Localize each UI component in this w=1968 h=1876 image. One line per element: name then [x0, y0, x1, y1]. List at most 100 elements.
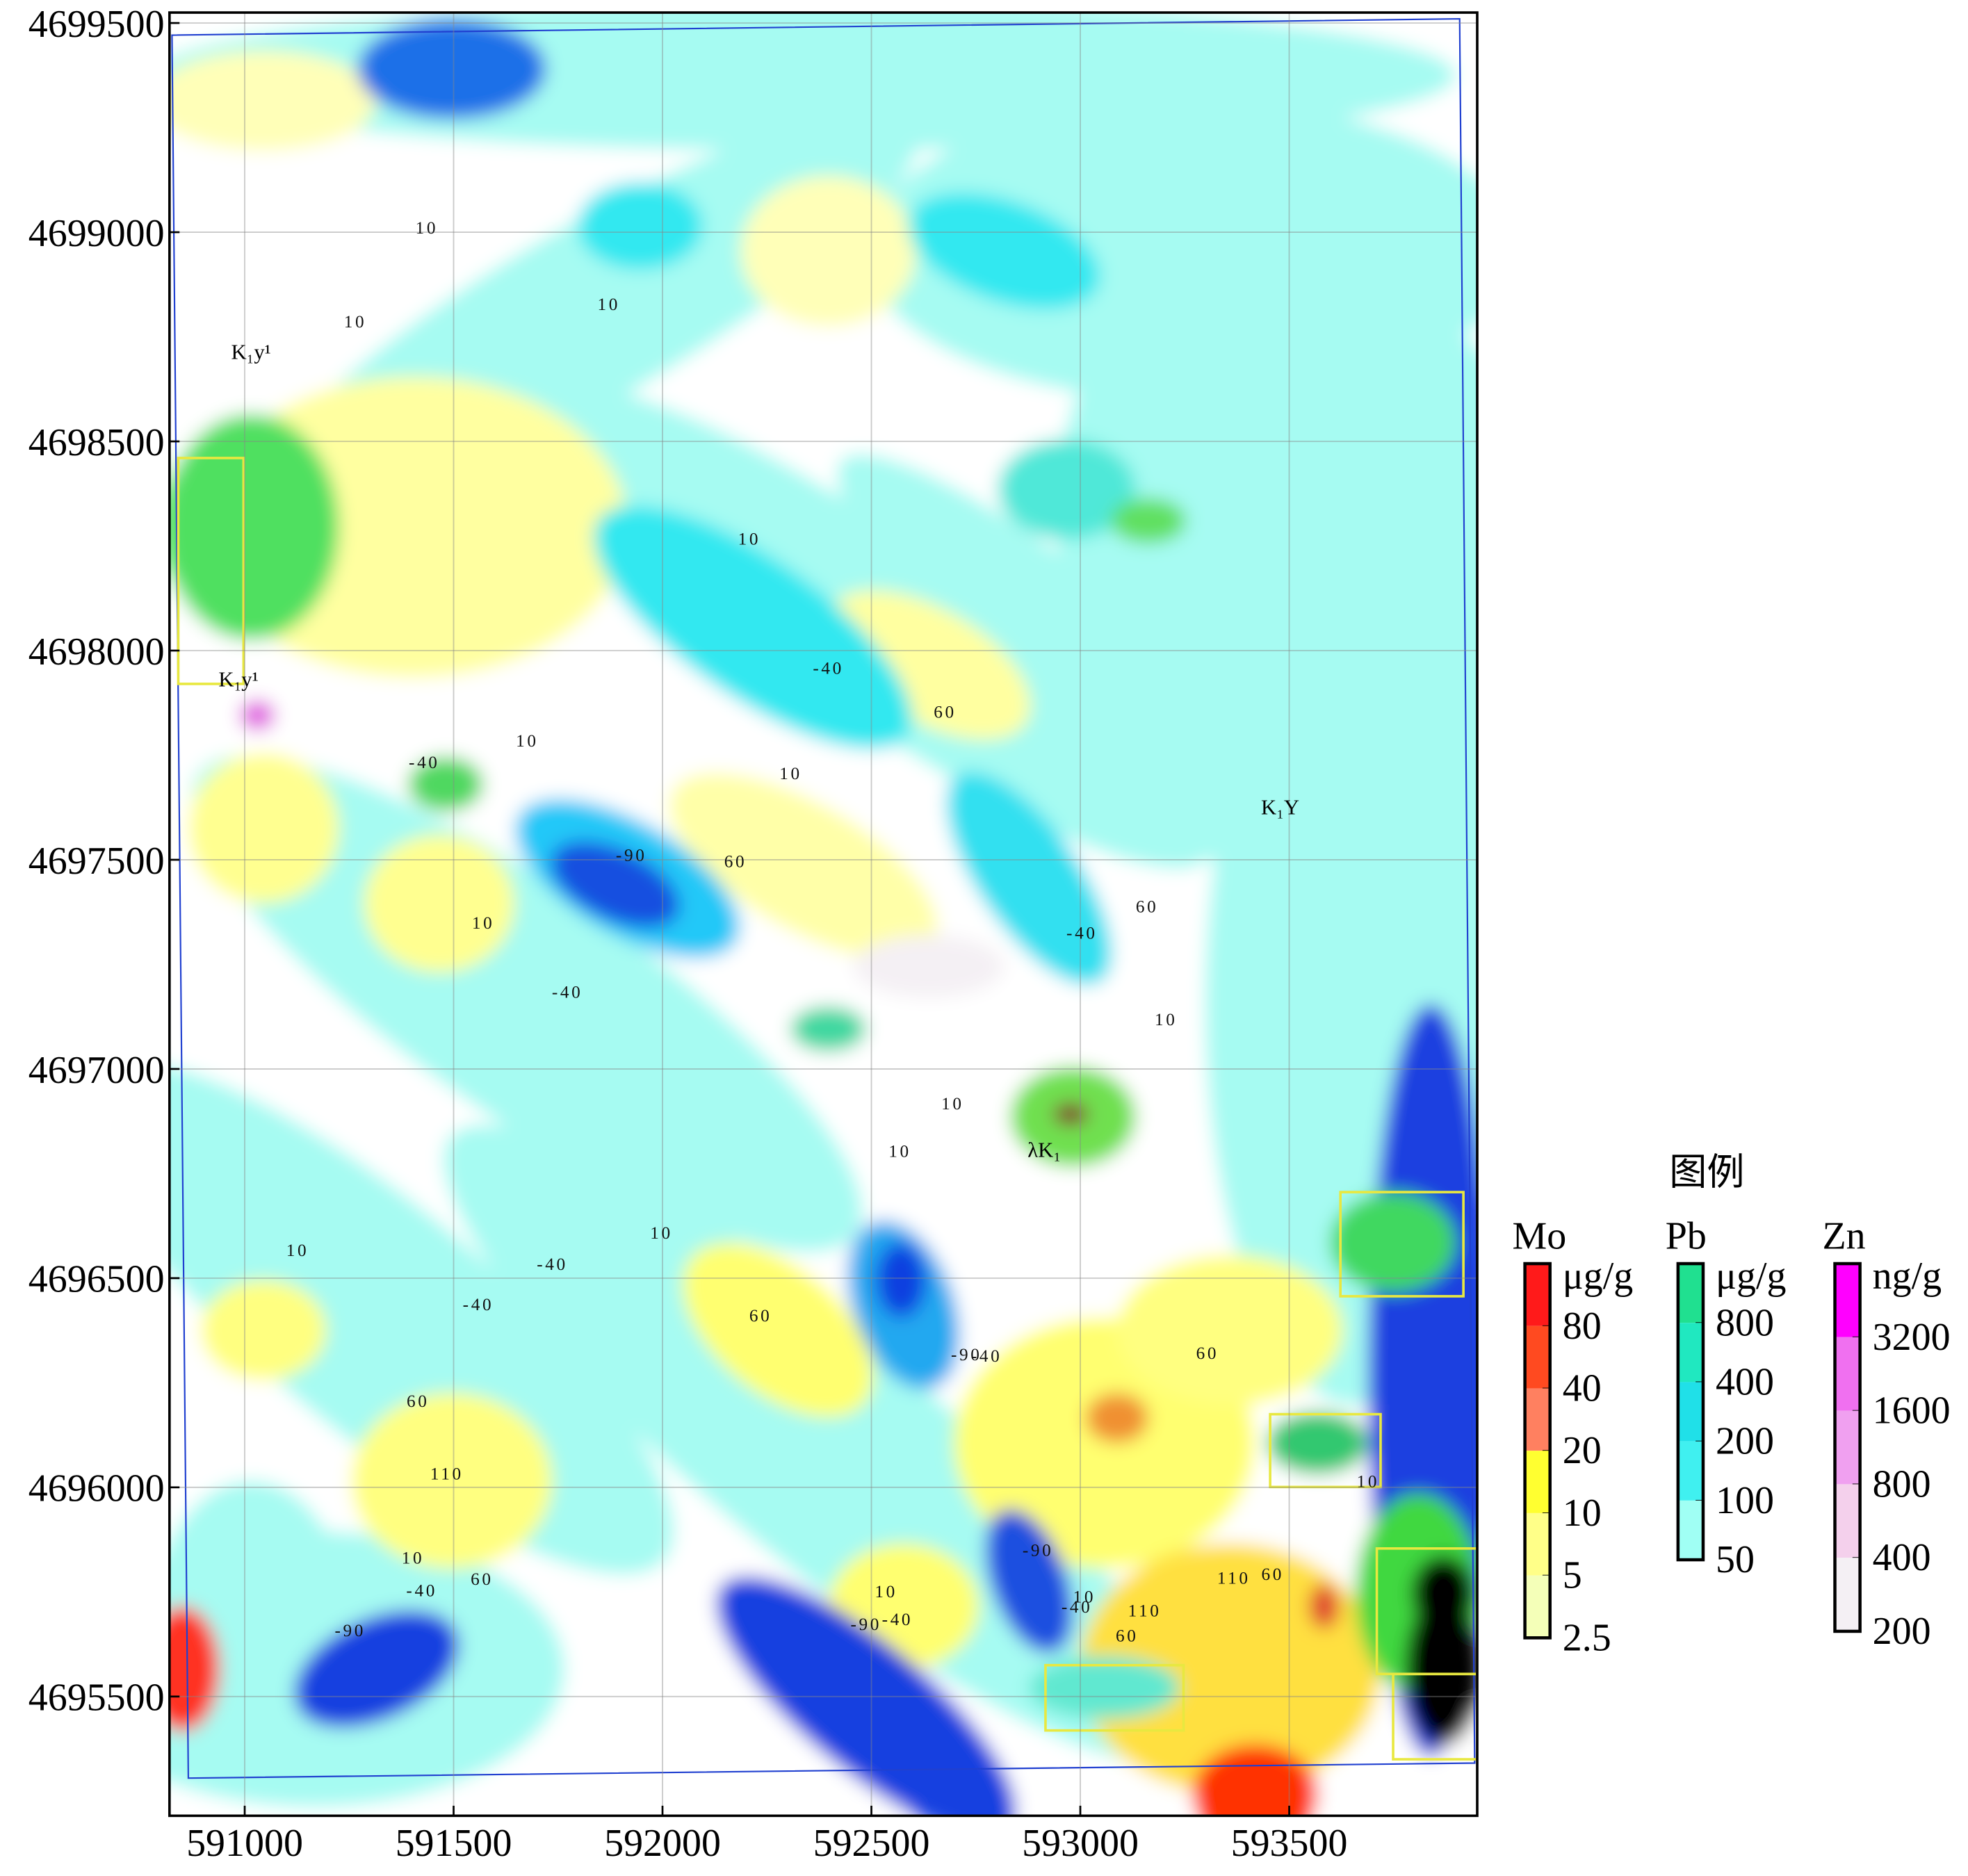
x-tick-label: 593000 [1022, 1822, 1139, 1865]
contour-label: 10 [286, 1241, 309, 1260]
y-tick-label: 4698000 [29, 630, 165, 674]
legend-swatch [1835, 1337, 1860, 1411]
geology-label: K₁Y [1261, 796, 1299, 819]
contour-label: 10 [738, 530, 761, 549]
x-tick-label: 592500 [813, 1822, 930, 1865]
legend-level: 3200 [1873, 1316, 1951, 1359]
legend-swatch [1677, 1500, 1703, 1560]
contour-label: 10 [597, 295, 620, 314]
legend-level: 400 [1716, 1360, 1774, 1403]
contour-label: -40 [882, 1610, 913, 1629]
contour-label: 60 [934, 703, 957, 722]
contour-label: -90 [951, 1345, 982, 1364]
legend-level: 100 [1716, 1479, 1774, 1522]
contour-label: 60 [407, 1392, 430, 1411]
legend-level: 50 [1716, 1538, 1755, 1581]
legend-level: 40 [1563, 1367, 1602, 1410]
contour-label: 60 [471, 1569, 494, 1589]
legend-box [1833, 1262, 1862, 1633]
contour-label: -40 [1066, 923, 1098, 943]
legend-swatch [1524, 1263, 1550, 1326]
legend-swatch [1835, 1410, 1860, 1485]
legend-swatch [1835, 1484, 1860, 1558]
x-tick-label: 591500 [396, 1822, 512, 1865]
geology-label: K₁y¹ [218, 668, 258, 692]
contour-label: 10 [875, 1582, 897, 1601]
contour-label: 60 [1116, 1626, 1139, 1645]
frame [168, 11, 1479, 1818]
contour-label: 110 [1128, 1601, 1162, 1620]
geology-label: λK₁ [1027, 1139, 1061, 1162]
legend-level: 10 [1563, 1492, 1602, 1535]
legend-level: 200 [1873, 1610, 1931, 1653]
legend-swatch [1835, 1558, 1860, 1631]
y-tick-label: 4699500 [29, 3, 165, 46]
x-tick-label: 591000 [186, 1822, 303, 1865]
y-tick-label: 4698500 [29, 421, 165, 464]
legend-level: 5 [1563, 1554, 1582, 1597]
legend-swatch [1677, 1323, 1703, 1382]
legend-unit: μg/g [1563, 1255, 1634, 1298]
contour-label: 110 [430, 1465, 464, 1484]
legend-element: Mo [1513, 1214, 1567, 1257]
x-tick-label: 592000 [604, 1822, 721, 1865]
legend-unit: ng/g [1873, 1255, 1942, 1298]
contour-label: -40 [406, 1581, 437, 1600]
contour-label: 60 [1196, 1344, 1219, 1363]
legend-swatch [1524, 1512, 1550, 1576]
contour-label: 10 [516, 731, 539, 751]
contour-label: 60 [724, 851, 747, 871]
contour-label: -40 [552, 982, 583, 1002]
legend-swatch [1524, 1326, 1550, 1389]
target-boxes [177, 457, 1478, 1761]
contour-label: 10 [472, 913, 495, 933]
contour-label: -40 [1062, 1597, 1093, 1617]
legend-box [1523, 1262, 1552, 1640]
contour-label: 10 [779, 764, 802, 783]
legend-element: Zn [1822, 1214, 1865, 1257]
contour-label: 10 [650, 1223, 672, 1243]
contour-label: 10 [416, 218, 439, 238]
contour-label: 10 [1357, 1471, 1380, 1491]
grid [169, 13, 1478, 1816]
y-tick-label: 4696000 [29, 1467, 165, 1510]
y-tick-label: 4695500 [29, 1677, 165, 1720]
legend-title: 图例 [1669, 1150, 1744, 1193]
legend-box [1676, 1262, 1705, 1562]
contour-label: -40 [537, 1255, 568, 1274]
legend-swatch [1524, 1575, 1550, 1638]
legend-level: 1600 [1873, 1389, 1951, 1433]
legend-swatch [1524, 1451, 1550, 1513]
contour-label: 10 [1073, 1587, 1096, 1606]
contour-label: 10 [888, 1142, 911, 1161]
contour-label: 10 [402, 1548, 425, 1567]
legend-level: 2.5 [1563, 1616, 1611, 1659]
legend-swatch [1524, 1388, 1550, 1451]
legend-level: 400 [1873, 1536, 1931, 1579]
x-tick-label: 593500 [1231, 1822, 1348, 1865]
geology-label: K₁y¹ [231, 340, 270, 364]
legend-level: 200 [1716, 1420, 1774, 1463]
legend-swatch [1677, 1382, 1703, 1442]
legend-swatch [1835, 1263, 1860, 1337]
contour-label: 10 [344, 312, 367, 332]
legend-level: 80 [1563, 1305, 1602, 1348]
blobs [169, 13, 1478, 1816]
contour-label: 110 [1217, 1568, 1251, 1588]
contour-label: 10 [1155, 1010, 1178, 1029]
legend-level: 800 [1873, 1462, 1931, 1506]
legend-level: 800 [1716, 1301, 1774, 1344]
contour-label: -40 [463, 1295, 494, 1314]
legend-element: Pb [1666, 1214, 1707, 1257]
y-tick-label: 4697500 [29, 840, 165, 883]
contour-label: -40 [813, 658, 844, 678]
contour-label: -90 [1023, 1541, 1054, 1560]
contour-label: -90 [335, 1621, 366, 1640]
contour-label: -90 [616, 845, 647, 865]
contour-label: 60 [1261, 1565, 1284, 1584]
survey-boundary [171, 17, 1476, 1779]
legend: 图例Moμg/g8040201052.5Pbμg/g80040020010050… [1513, 1150, 1951, 1659]
